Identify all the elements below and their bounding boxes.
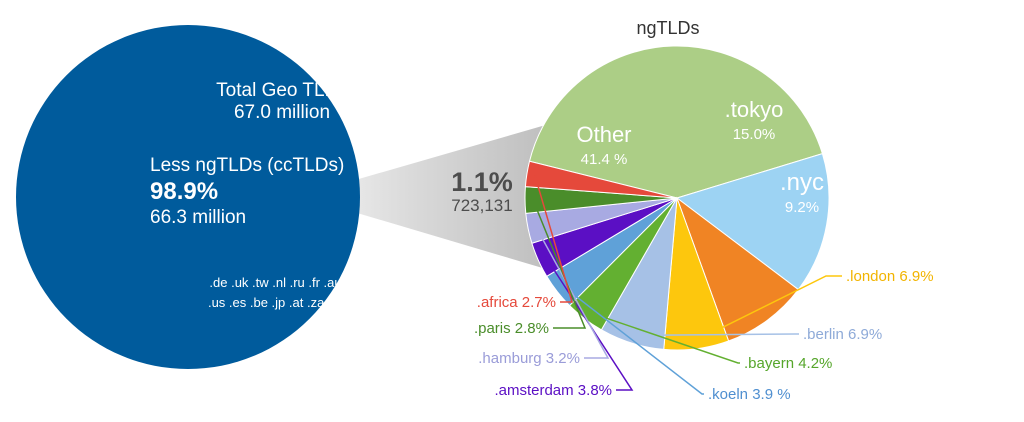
cctld-value: 66.3 million xyxy=(150,207,246,228)
ngtld-pie xyxy=(524,45,830,351)
ngtld-label-london: .london 6.9% xyxy=(846,268,934,285)
ngtlds-title: ngTLDs xyxy=(636,18,699,38)
total-geo-tlds-label: Total Geo TLDs xyxy=(216,80,348,101)
ngtld-labels: Other 41.4 % .tokyo 15.0% .nyc 9.2% .london 6.… xyxy=(474,97,934,403)
ngtld-leader-lines xyxy=(532,174,842,395)
ngtld-leader-london xyxy=(695,275,842,342)
ngtld-leader-koeln xyxy=(563,286,704,395)
ngtld-label-nyc: .nyc xyxy=(780,169,824,196)
ngtld-value-other: 41.4 % xyxy=(581,151,628,168)
ngtld-connector-cone xyxy=(300,122,556,272)
ngtld-value-nyc: 9.2% xyxy=(785,199,819,216)
ngtld-label-berlin: .berlin 6.9% xyxy=(803,326,882,343)
ngtld-leader-bayern xyxy=(589,311,740,364)
ngtld-label-paris: .paris 2.8% xyxy=(474,320,549,337)
cctld-list-line-2: .us .es .be .jp .at .za .mx .tr xyxy=(208,295,365,310)
ngtld-leader-paris xyxy=(532,199,587,329)
ngtld-value-tokyo: 15.0% xyxy=(733,126,776,143)
ngtld-label-other: Other xyxy=(576,122,631,147)
ngtld-leader-africa xyxy=(534,174,574,303)
ngtld-label-koeln: .koeln 3.9 % xyxy=(708,386,791,403)
ngtld-label-amsterdam: .amsterdam 3.8% xyxy=(494,382,612,399)
ngtld-label-africa: .africa 2.7% xyxy=(477,294,556,311)
ngtld-label-bayern: .bayern 4.2% xyxy=(744,355,832,372)
ngtld-pie-slice-africa xyxy=(524,160,678,199)
total-geo-tlds-value: 67.0 million xyxy=(234,102,330,123)
ngtld-share-count: 723,131 xyxy=(451,196,512,215)
cctld-list-line-1: .de .uk .tw .nl .ru .fr .au .ca xyxy=(209,275,363,290)
cctld-label: Less ngTLDs (ccTLDs) xyxy=(150,155,344,176)
geo-tlds-pie-slice-cctlds xyxy=(16,25,360,369)
ngtld-label-hamburg: .hamburg 3.2% xyxy=(478,350,580,367)
ngtld-label-tokyo: .tokyo xyxy=(725,97,784,122)
ngtld-leader-berlin xyxy=(633,333,799,337)
cctld-percent: 98.9% xyxy=(150,178,218,205)
ngtld-share-percent: 1.1% xyxy=(451,167,513,197)
ngtld-pie-slice-other xyxy=(528,45,824,199)
ngtld-pie-slice-tokyo xyxy=(675,153,830,291)
ngtld-leader-hamburg xyxy=(535,226,610,359)
